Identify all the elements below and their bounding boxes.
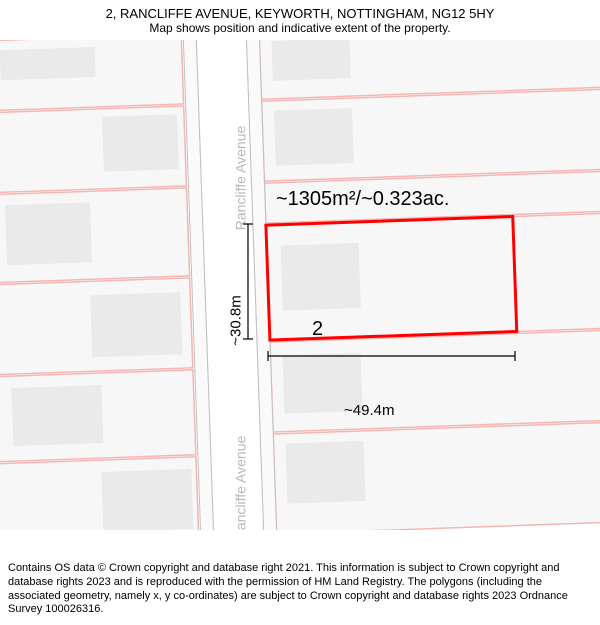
page-subtitle: Map shows position and indicative extent… <box>10 21 590 35</box>
height-measurement: ~30.8m <box>228 295 245 345</box>
map-canvas: Rancliffe Avenue Rancliffe Avenue ~1305m… <box>0 40 600 530</box>
map-svg <box>0 40 600 530</box>
header: 2, RANCLIFFE AVENUE, KEYWORTH, NOTTINGHA… <box>0 0 600 37</box>
street-name-label: Rancliffe Avenue <box>232 436 248 530</box>
street-name-label: Rancliffe Avenue <box>232 126 248 231</box>
width-measurement: ~49.4m <box>344 402 394 419</box>
area-measurement: ~1305m²/~0.323ac. <box>276 188 449 211</box>
copyright-footer: Contains OS data © Crown copyright and d… <box>0 556 600 625</box>
house-number-label: 2 <box>312 318 323 341</box>
page-title: 2, RANCLIFFE AVENUE, KEYWORTH, NOTTINGHA… <box>10 6 590 21</box>
